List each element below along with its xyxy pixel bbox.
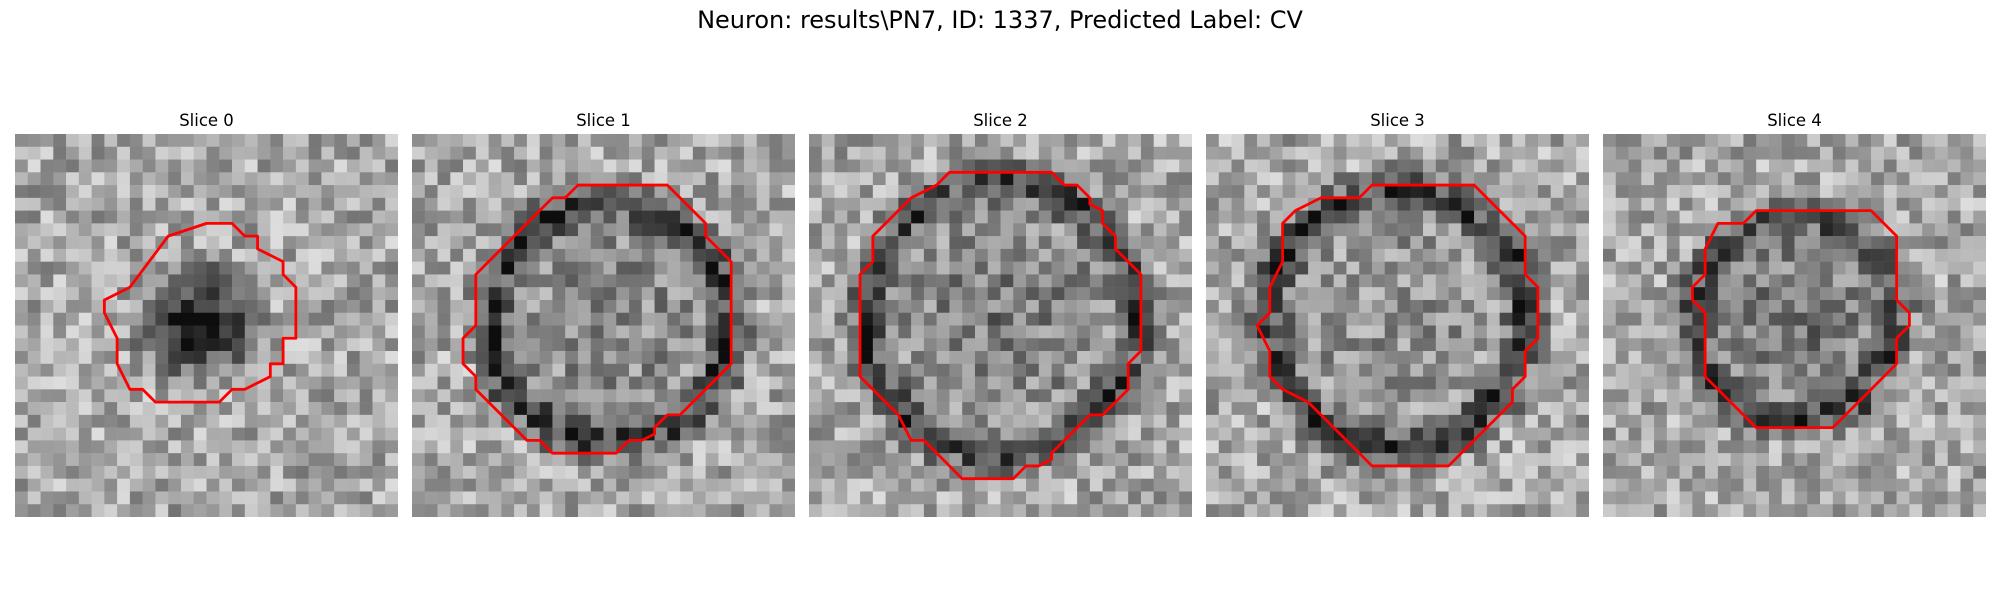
slice-image-1 bbox=[412, 134, 795, 517]
contour-outline-3 bbox=[1255, 183, 1540, 468]
slice-panel-1: Slice 1 bbox=[412, 108, 795, 517]
slice-panel-3: Slice 3 bbox=[1206, 108, 1589, 517]
contour-outline-2 bbox=[858, 170, 1143, 481]
slice-title-0: Slice 0 bbox=[179, 111, 234, 130]
slice-image-3 bbox=[1206, 134, 1589, 517]
slice-title-3: Slice 3 bbox=[1370, 111, 1425, 130]
figure-title: Neuron: results\PN7, ID: 1337, Predicted… bbox=[697, 6, 1303, 34]
slice-image-2 bbox=[809, 134, 1192, 517]
contour-outline-0 bbox=[102, 221, 298, 404]
slice-image-4 bbox=[1603, 134, 1986, 517]
slice-title-4: Slice 4 bbox=[1767, 111, 1822, 130]
slice-panel-0: Slice 0 bbox=[15, 108, 398, 517]
slice-title-2: Slice 2 bbox=[973, 111, 1028, 130]
slice-title-1: Slice 1 bbox=[576, 111, 631, 130]
contour-outline-1 bbox=[461, 183, 733, 455]
slice-panel-2: Slice 2 bbox=[809, 108, 1192, 517]
slice-panel-4: Slice 4 bbox=[1603, 108, 1986, 517]
slice-image-0 bbox=[15, 134, 398, 517]
contour-outline-4 bbox=[1690, 209, 1911, 430]
